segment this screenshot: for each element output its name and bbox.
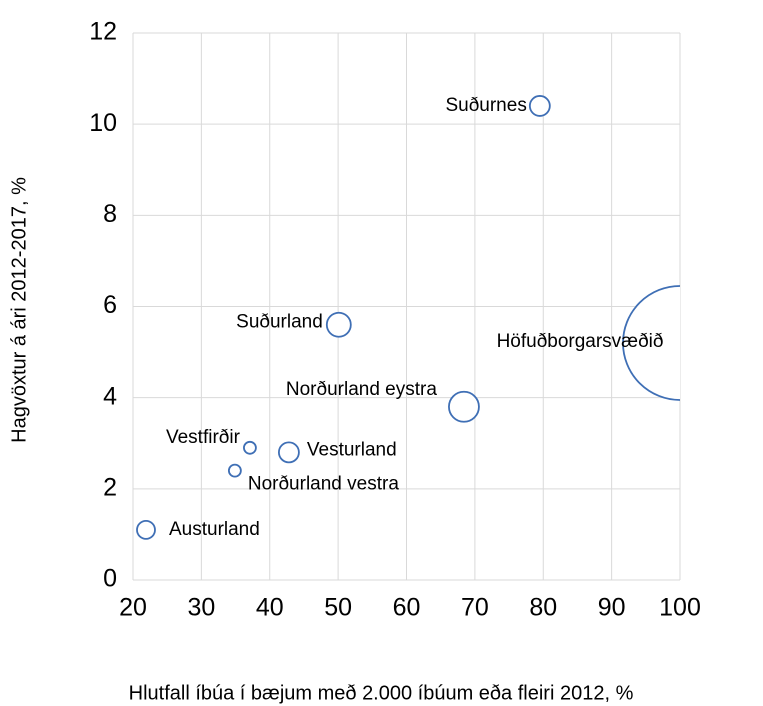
grid — [132, 32, 681, 581]
bubble — [325, 311, 352, 338]
point-label: Höfuðborgarsvæðið — [497, 331, 664, 352]
bubble — [448, 390, 480, 423]
bubble — [277, 441, 300, 464]
bubble — [528, 95, 551, 117]
y-tick-label: 12 — [89, 18, 117, 46]
y-tick-label: 10 — [89, 109, 117, 137]
y-axis-label: Hagvöxtur á ári 2012-2017, % — [8, 177, 30, 443]
x-tick-label: 30 — [187, 594, 215, 622]
bubble — [227, 463, 242, 478]
bubble — [243, 440, 257, 455]
x-tick-label: 20 — [119, 594, 147, 622]
point-label: Norðurland eystra — [286, 379, 437, 400]
point-label: Vestfirðir — [166, 427, 241, 448]
y-tick-label: 2 — [103, 473, 117, 501]
y-tick-label: 0 — [103, 565, 117, 593]
point-label: Suðurland — [236, 312, 323, 333]
point-label: Austurland — [169, 519, 260, 540]
point-label: Norðurland vestra — [248, 474, 399, 495]
x-axis-label: Hlutfall íbúa í bæjum með 2.000 íbúum eð… — [129, 682, 634, 704]
point-label: Vesturland — [307, 439, 397, 460]
x-tick-label: 60 — [393, 594, 421, 622]
x-tick-label: 50 — [324, 594, 352, 622]
y-tick-label: 6 — [103, 291, 117, 319]
x-tick-label: 70 — [461, 594, 489, 622]
bubbles — [136, 95, 680, 540]
bubble — [622, 285, 680, 401]
point-label: Suðurnes — [445, 95, 526, 116]
x-tick-label: 80 — [529, 594, 557, 622]
x-tick-label: 90 — [598, 594, 626, 622]
x-tick-label: 40 — [256, 594, 284, 622]
bubble — [136, 519, 156, 540]
y-tick-label: 4 — [103, 382, 117, 410]
x-tick-label: 100 — [659, 594, 701, 622]
y-tick-label: 8 — [103, 200, 117, 228]
